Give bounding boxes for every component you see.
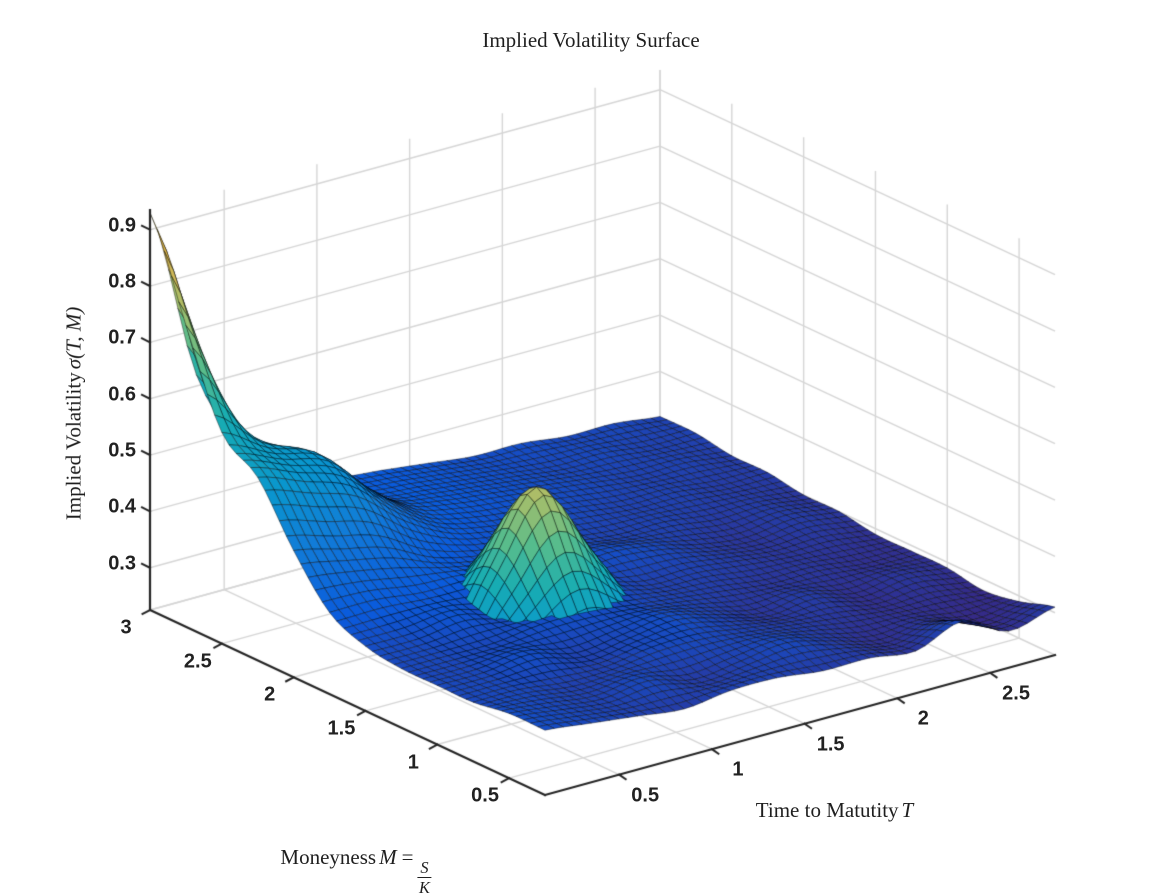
x-axis-tick-label: 0.5 — [631, 784, 660, 807]
z-axis-tick-label: 0.4 — [108, 495, 136, 518]
y-axis-tick-label: 2.5 — [183, 650, 212, 673]
y-axis-label-fraction-denominator: K — [419, 878, 430, 896]
z-axis-label: Implied Volatilityσ(T, M) — [62, 304, 87, 520]
z-axis-tick-label: 0.6 — [108, 383, 136, 406]
x-axis-tick-label: 1 — [732, 758, 744, 781]
chart-title: Implied Volatility Surface — [482, 28, 700, 52]
y-axis-tick-label: 1.5 — [327, 717, 356, 740]
z-axis-tick-label: 0.7 — [108, 326, 136, 349]
y-axis-label-equals: = — [401, 845, 414, 869]
y-axis-tick-label: 2 — [264, 683, 276, 706]
x-axis-tick-label: 2 — [917, 707, 929, 730]
y-axis-tick-label: 0.5 — [471, 784, 499, 807]
z-axis-label-symbol: σ(T, M) — [61, 306, 86, 370]
z-axis-label-text: Implied Volatility — [61, 372, 86, 521]
y-axis-tick-label: 1 — [407, 751, 419, 774]
x-axis-label-symbol: T — [901, 798, 914, 822]
x-axis-tick-label: 1.5 — [816, 733, 845, 756]
y-axis-label: Moneyness M = S K — [280, 845, 432, 896]
x-axis-label: Time to Matutity T — [756, 798, 916, 823]
y-axis-label-symbol: M — [379, 845, 397, 869]
x-axis-label-text: Time to Matutity — [755, 798, 899, 822]
z-axis-tick-label: 0.8 — [108, 270, 136, 293]
z-axis-tick-label: 0.5 — [108, 439, 136, 462]
y-axis-label-fraction-numerator: S — [417, 859, 432, 879]
z-axis-tick-label: 0.3 — [108, 552, 136, 575]
z-axis-tick-label: 0.9 — [108, 214, 136, 237]
y-axis-tick-label: 3 — [120, 616, 132, 639]
x-axis-tick-label: 2.5 — [1002, 682, 1030, 705]
y-axis-label-text: Moneyness — [280, 845, 377, 869]
